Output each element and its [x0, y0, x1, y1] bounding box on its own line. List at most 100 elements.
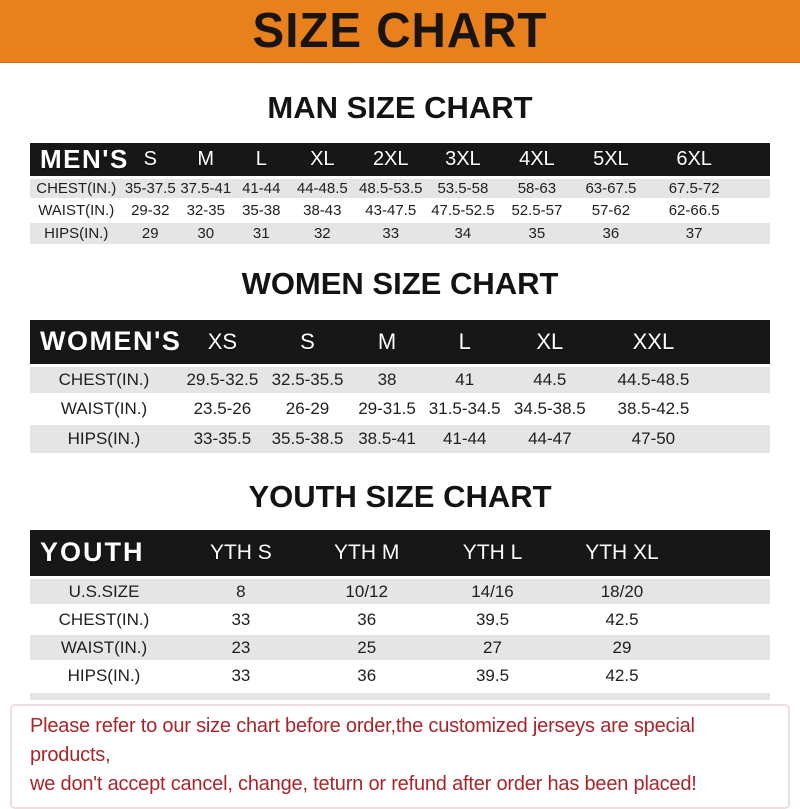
section-women: WOMEN SIZE CHART WOMEN'S XS S M L XL XXL CHEST(… [0, 244, 800, 453]
size-value-cell: 44-48.5 [289, 176, 356, 200]
spacer-cell [710, 422, 770, 453]
size-column-header: 2XL [355, 143, 426, 178]
table-row: HIPS(IN.) 33-35.5 35.5-38.5 38.5-41 41-44 44-… [30, 422, 770, 453]
youth-size-table: YOUTH YTH S YTH M YTH L YTH XL U.S.SIZE 8 10/12… [30, 529, 770, 690]
spacer-cell [740, 176, 770, 200]
size-column-header: YTH XL [555, 529, 689, 578]
size-value-cell: 37 [647, 220, 741, 244]
size-value-cell: 48.5-53.5 [355, 176, 426, 200]
banner: SIZE CHART [0, 0, 800, 63]
row-label: HIPS(IN.) [30, 422, 178, 453]
size-value-cell: 58-63 [499, 176, 574, 200]
size-value-cell: 35 [499, 220, 574, 244]
size-value-cell: 23.5-26 [178, 393, 267, 424]
row-label: U.S.SIZE [30, 576, 178, 606]
size-column-header: 4XL [499, 143, 574, 178]
size-column-header: XS [178, 319, 267, 366]
size-column-header: M [348, 319, 426, 366]
table-row: WAIST(IN.) 29-32 32-35 35-38 38-43 43-47.5 47.… [30, 198, 770, 222]
size-value-cell: 33 [178, 660, 304, 690]
spacer-cell [740, 220, 770, 244]
table-row: CHEST(IN.) 35-37.5 37.5-41 41-44 44-48.5 48.5… [30, 176, 770, 200]
table-row: CHEST(IN.) 33 36 39.5 42.5 [30, 604, 770, 634]
size-value-cell: 31.5-34.5 [425, 393, 504, 424]
header-row: MEN'S S M L XL 2XL 3XL 4XL 5XL 6XL [30, 143, 770, 178]
size-value-cell: 14/16 [429, 576, 556, 606]
disclaimer-box: Please refer to our size chart before or… [10, 703, 790, 809]
size-value-cell: 47-50 [596, 422, 711, 453]
youth-table-footer-strip [30, 692, 770, 700]
size-column-header: YTH M [303, 529, 430, 578]
size-column-header: XL [503, 319, 597, 366]
size-column-header: YTH L [429, 529, 556, 578]
size-value-cell: 44.5 [503, 364, 597, 395]
size-column-header: YTH S [178, 529, 304, 578]
size-value-cell: 29 [555, 632, 689, 662]
table-corner-label: MEN'S [30, 143, 127, 178]
spacer-cell [688, 529, 770, 578]
women-size-table: WOMEN'S XS S M L XL XXL CHEST(IN.) 29.5-32.5 32.5… [30, 319, 770, 453]
disclaimer-line-1: Please refer to our size chart before or… [30, 714, 695, 766]
table-corner-label: YOUTH [30, 529, 178, 578]
size-value-cell: 43-47.5 [355, 198, 426, 222]
spacer-cell [710, 393, 770, 424]
size-value-cell: 27 [429, 632, 556, 662]
table-row: WAIST(IN.) 23 25 27 29 [30, 632, 770, 662]
size-value-cell: 32 [289, 220, 356, 244]
row-label: WAIST(IN.) [30, 198, 123, 222]
size-value-cell: 29-31.5 [348, 393, 426, 424]
size-value-cell: 23 [178, 632, 304, 662]
men-size-table: MEN'S S M L XL 2XL 3XL 4XL 5XL 6XL CHEST(IN.) 35-37… [30, 143, 770, 244]
size-value-cell: 30 [178, 220, 234, 244]
size-value-cell: 10/12 [303, 576, 430, 606]
size-value-cell: 32.5-35.5 [266, 364, 349, 395]
size-value-cell: 44.5-48.5 [596, 364, 711, 395]
size-value-cell: 44-47 [503, 422, 597, 453]
size-column-header: M [178, 143, 234, 178]
row-label: WAIST(IN.) [30, 393, 178, 424]
size-value-cell: 35-38 [233, 198, 289, 222]
size-value-cell: 41-44 [425, 422, 504, 453]
size-value-cell: 39.5 [429, 604, 556, 634]
size-value-cell: 39.5 [429, 660, 556, 690]
size-value-cell: 34.5-38.5 [503, 393, 597, 424]
size-value-cell: 29.5-32.5 [178, 364, 267, 395]
row-label: HIPS(IN.) [30, 220, 123, 244]
size-column-header: S [122, 143, 178, 178]
size-value-cell: 29 [122, 220, 178, 244]
spacer-cell [740, 198, 770, 222]
youth-section-heading: YOUTH SIZE CHART [248, 478, 552, 514]
size-value-cell: 53.5-58 [425, 176, 500, 200]
size-value-cell: 37.5-41 [178, 176, 234, 200]
size-column-header: 6XL [647, 143, 741, 178]
spacer-cell [710, 364, 770, 395]
size-value-cell: 36 [573, 220, 648, 244]
size-value-cell: 35-37.5 [122, 176, 178, 200]
youth-table: YOUTH YTH S YTH M YTH L YTH XL U.S.SIZE 8 10/12… [30, 529, 770, 690]
size-column-header: L [233, 143, 289, 178]
size-value-cell: 38.5-41 [348, 422, 426, 453]
table-corner-label: WOMEN'S [30, 319, 180, 366]
size-value-cell: 41 [425, 364, 504, 395]
size-value-cell: 63-67.5 [573, 176, 648, 200]
spacer-cell [688, 576, 770, 606]
size-value-cell: 47.5-52.5 [425, 198, 500, 222]
women-section-heading: WOMEN SIZE CHART [241, 265, 559, 301]
size-value-cell: 34 [425, 220, 500, 244]
men-section-heading: MAN SIZE CHART [267, 90, 533, 125]
spacer-cell [688, 604, 770, 634]
women-table: WOMEN'S XS S M L XL XXL CHEST(IN.) 29.5-32.5 32.5… [30, 319, 770, 453]
size-value-cell: 26-29 [266, 393, 349, 424]
disclaimer-line-2: we don't accept cancel, change, teturn o… [30, 772, 697, 795]
size-column-header: 3XL [425, 143, 500, 178]
size-value-cell: 36 [303, 660, 430, 690]
size-value-cell: 29-32 [122, 198, 178, 222]
size-value-cell: 38-43 [289, 198, 356, 222]
size-value-cell: 33-35.5 [178, 422, 267, 453]
row-label: WAIST(IN.) [30, 632, 178, 662]
size-value-cell: 42.5 [555, 604, 689, 634]
header-row: WOMEN'S XS S M L XL XXL [30, 319, 770, 366]
section-men: MAN SIZE CHART MEN'S S M L XL 2XL 3XL 4XL 5XL 6XL… [0, 63, 800, 244]
row-label: CHEST(IN.) [30, 364, 178, 395]
